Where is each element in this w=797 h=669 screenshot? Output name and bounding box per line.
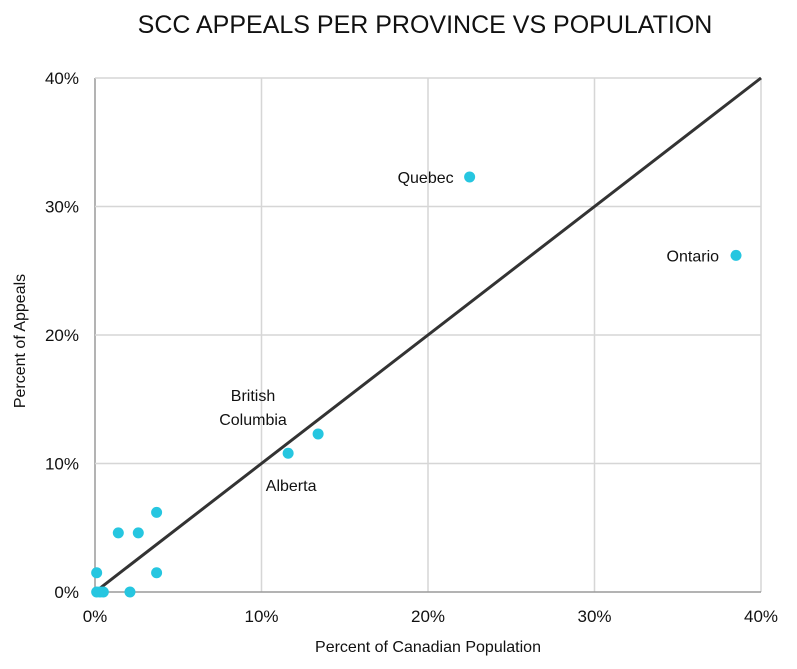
- data-point: [132, 527, 144, 539]
- data-point: [124, 586, 136, 598]
- y-tick-label: 0%: [54, 583, 79, 602]
- point-label: Ontario: [667, 248, 720, 265]
- point-labels: Quebec Ontario British Columbia Alberta: [219, 170, 719, 495]
- reference-line-layer: [94, 76, 762, 594]
- grid: [94, 77, 762, 593]
- chart-title: SCC APPEALS PER PROVINCE VS POPULATION: [138, 11, 713, 39]
- data-point: [97, 586, 109, 598]
- y-tick-label: 20%: [45, 326, 79, 345]
- data-points: [91, 171, 742, 598]
- tick-labels: 0% 10% 20% 30% 40% 0% 10% 20% 30% 40%: [45, 69, 778, 626]
- x-tick-label: 40%: [744, 607, 778, 626]
- y-tick-label: 40%: [45, 69, 79, 88]
- data-point: [464, 171, 476, 183]
- x-tick-label: 10%: [244, 607, 278, 626]
- data-point: [112, 527, 124, 539]
- x-tick-label: 0%: [83, 607, 108, 626]
- y-axis-label: Percent of Appeals: [12, 274, 29, 408]
- point-label: British Columbia: [219, 388, 287, 429]
- data-point: [151, 567, 163, 579]
- point-label: Alberta: [266, 478, 317, 495]
- parity-line: [94, 76, 762, 594]
- x-tick-label: 20%: [411, 607, 445, 626]
- y-tick-label: 10%: [45, 455, 79, 474]
- data-point: [312, 428, 324, 440]
- data-point: [282, 447, 294, 459]
- point-label: Quebec: [398, 170, 454, 187]
- x-tick-label: 30%: [577, 607, 611, 626]
- data-point: [730, 249, 742, 261]
- x-axis-label: Percent of Canadian Population: [315, 639, 541, 656]
- data-point: [91, 567, 103, 579]
- data-point: [151, 506, 163, 518]
- y-tick-label: 30%: [45, 198, 79, 217]
